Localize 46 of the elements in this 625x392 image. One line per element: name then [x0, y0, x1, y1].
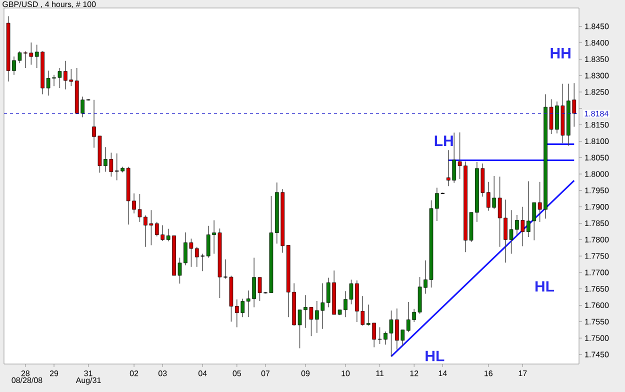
chart-title: GBP/USD , 4 hours, # 100 — [2, 1, 96, 8]
text: Aug/31 — [76, 377, 101, 385]
y-tick-label: 1.7850 — [585, 220, 609, 226]
x-tick-label: 31 — [84, 370, 92, 376]
y-tick-label: 1.8150 — [585, 122, 609, 128]
y-tick-label: 1.7600 — [585, 302, 609, 308]
annotation: HL — [536, 281, 554, 292]
x-tick-label: 03 — [158, 370, 167, 376]
y-tick-label: 1.8400 — [585, 40, 609, 46]
x-tick-label: 16 — [484, 370, 492, 376]
y-tick-label: 1.8450 — [585, 24, 609, 30]
y-tick-label: 1.7550 — [585, 318, 609, 325]
y-tick-label: 1.7450 — [585, 352, 609, 358]
candlestick — [114, 153, 120, 181]
y-tick-label: 1.8100 — [585, 138, 609, 144]
x-tick-label: 12 — [410, 370, 418, 376]
y-tick-label: 1.7700 — [585, 270, 609, 276]
text: 08/28/08 — [12, 377, 42, 384]
x-tick-label: 07 — [261, 370, 270, 376]
y-tick-label: 1.7750 — [585, 253, 609, 259]
y-tick-label: 1.7500 — [585, 335, 609, 341]
y-tick-label: 1.7800 — [585, 236, 609, 242]
annotation: HL — [426, 350, 444, 362]
y-tick-label: 1.8250 — [585, 89, 609, 95]
x-tick-label: 04 — [198, 370, 207, 376]
annotation: LH — [434, 136, 453, 146]
x-tick-label: 14 — [438, 370, 447, 376]
x-tick-label: 11 — [376, 370, 384, 376]
ref-line-label: 1.8184 — [584, 110, 608, 116]
x-tick-label: 17 — [518, 370, 527, 376]
candlestick — [194, 246, 199, 268]
y-tick-label: 1.7950 — [585, 188, 609, 194]
y-tick-label: 1.8000 — [585, 171, 609, 177]
y-tick-label: 1.7900 — [585, 204, 609, 210]
x-tick-label: 28 — [21, 370, 30, 376]
y-tick-label: 1.8300 — [585, 72, 609, 78]
annotation: HH — [550, 48, 570, 58]
x-tick-label: 05 — [232, 370, 242, 376]
x-tick-label: 02 — [130, 370, 138, 376]
x-tick-label: 09 — [301, 370, 310, 376]
y-tick-label: 1.8350 — [585, 56, 609, 62]
x-tick-label: 10 — [342, 370, 350, 376]
x-tick-label: 29 — [50, 370, 58, 376]
y-tick-label: 1.7650 — [585, 286, 609, 292]
candlestick — [200, 253, 205, 272]
y-tick-label: 1.8050 — [585, 154, 609, 160]
